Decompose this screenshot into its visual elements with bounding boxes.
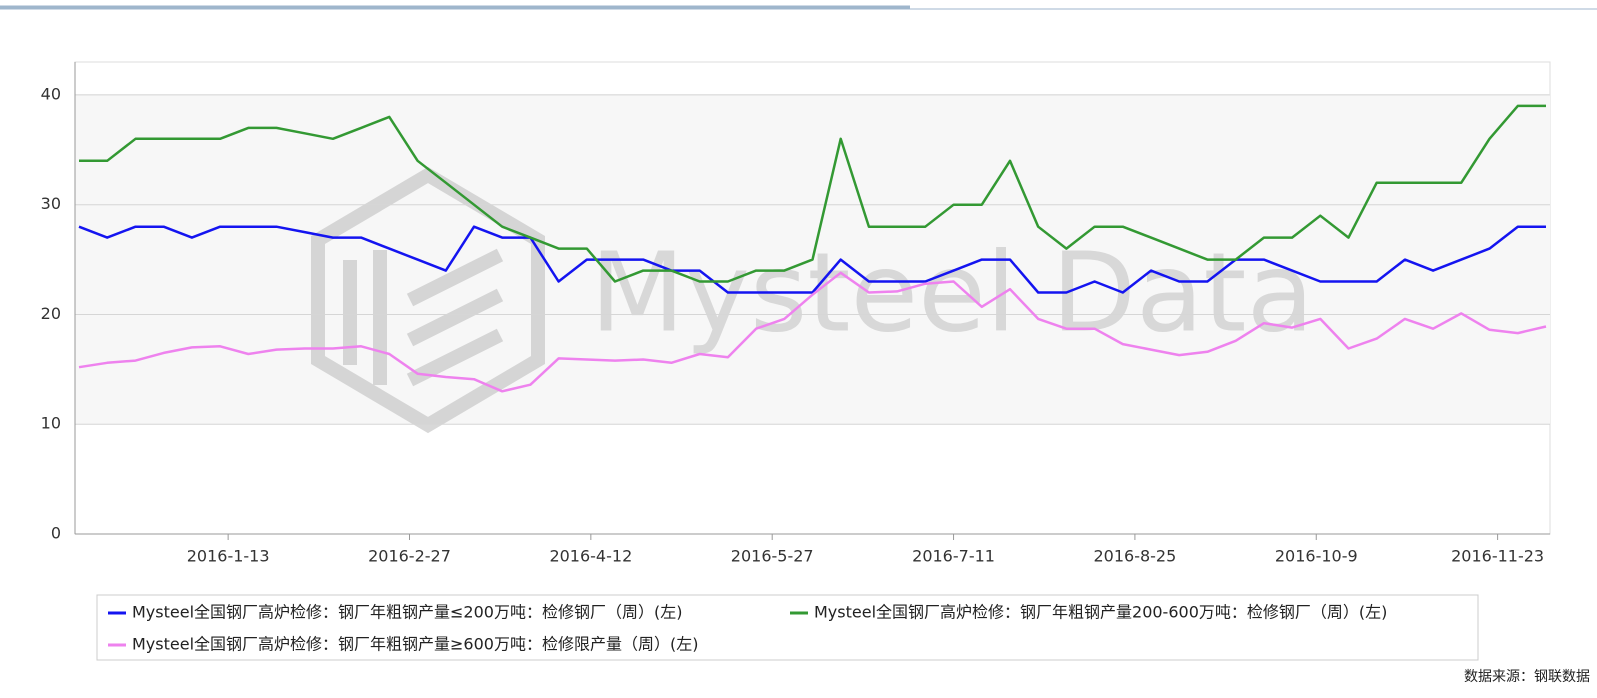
x-tick-label: 2016-7-11 <box>912 547 995 566</box>
y-tick-label: 20 <box>41 304 61 323</box>
top-tabs <box>0 5 1597 10</box>
legend-label: Mysteel全国钢厂高炉检修：钢厂年粗钢产量≥600万吨：检修限产量（周）(左… <box>132 635 698 654</box>
series-line <box>78 225 1546 294</box>
legend-label: Mysteel全国钢厂高炉检修：钢厂年粗钢产量200-600万吨：检修钢厂（周）… <box>814 603 1387 622</box>
y-tick-label: 10 <box>41 414 61 433</box>
x-tick-label: 2016-1-13 <box>187 547 270 566</box>
y-tick-label: 30 <box>41 194 61 213</box>
x-tick-label: 2016-10-9 <box>1275 547 1358 566</box>
series-line <box>78 271 1547 393</box>
x-tick-label: 2016-11-23 <box>1451 547 1544 566</box>
x-tick-label: 2016-4-12 <box>549 547 632 566</box>
legend <box>96 594 1479 661</box>
x-tick-label: 2016-2-27 <box>368 547 451 566</box>
y-tick-label: 40 <box>41 84 61 103</box>
series-line <box>79 104 1546 283</box>
watermark: Mysteel Data <box>590 228 1314 356</box>
x-tick-label: 2016-5-27 <box>731 547 814 566</box>
legend-box <box>96 594 1479 661</box>
source: 数据来源：钢联数据 <box>1464 669 1590 685</box>
legend-label: Mysteel全国钢厂高炉检修：钢厂年粗钢产量≤200万吨：检修钢厂（周）(左) <box>132 603 682 622</box>
y-tick-label: 0 <box>51 524 61 543</box>
x-tick-label: 2016-8-25 <box>1093 547 1176 566</box>
